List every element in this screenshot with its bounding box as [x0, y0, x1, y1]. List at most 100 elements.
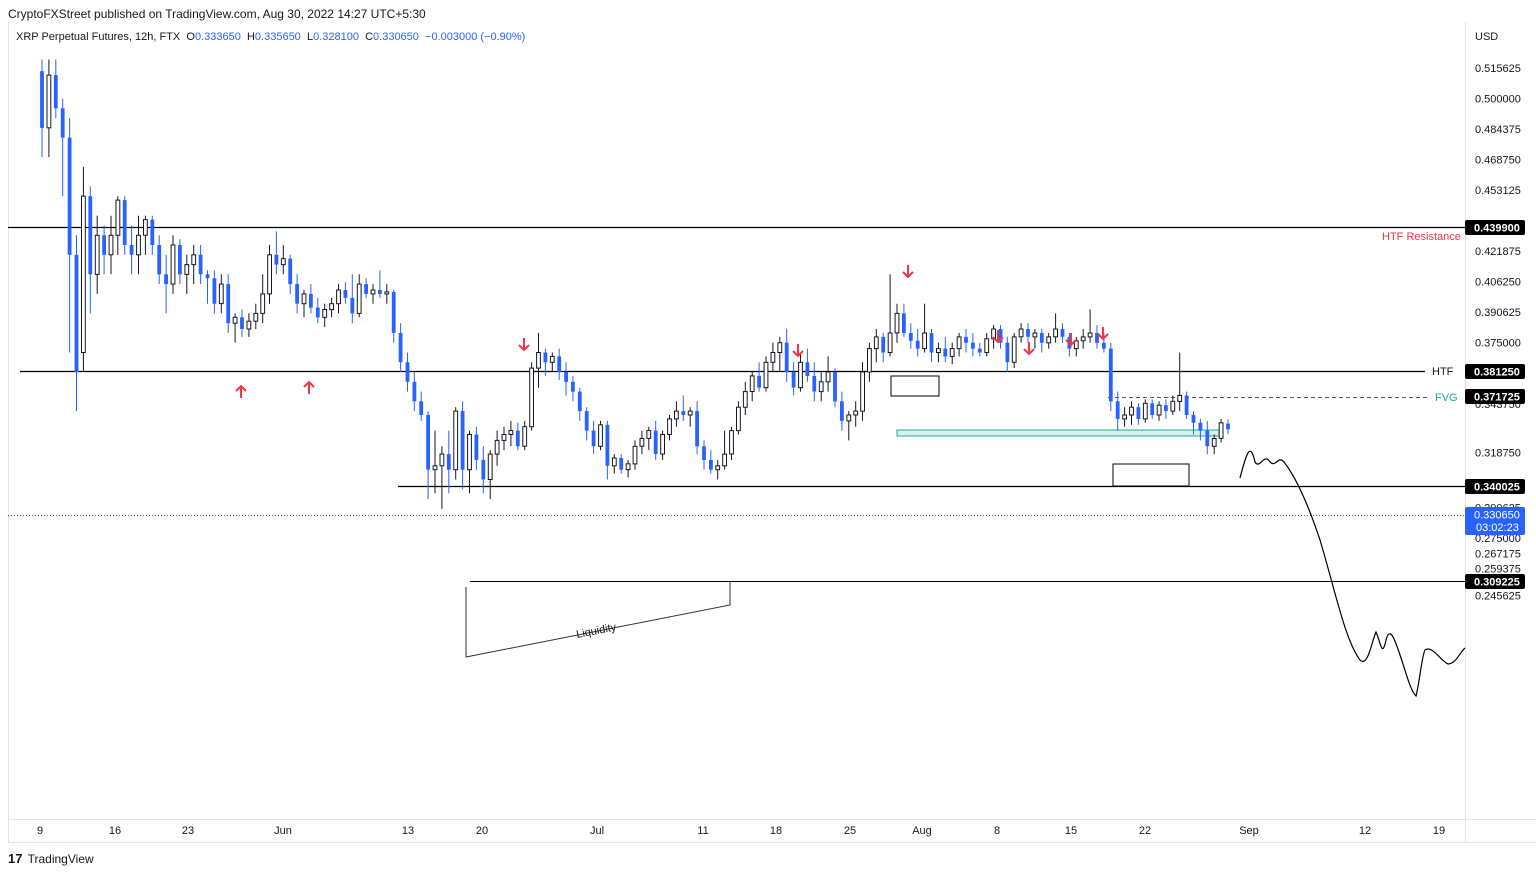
candle[interactable] — [736, 401, 741, 435]
projection-path[interactable] — [1239, 450, 1466, 698]
candle[interactable] — [625, 459, 631, 478]
candle[interactable] — [881, 333, 886, 363]
candle[interactable] — [1032, 329, 1038, 349]
candle[interactable] — [280, 245, 286, 275]
candle[interactable] — [591, 420, 596, 455]
candle[interactable] — [432, 430, 438, 494]
candle[interactable] — [122, 196, 127, 255]
price-badge-0309225[interactable]: 0.309225 — [1465, 574, 1525, 589]
candle[interactable] — [943, 336, 948, 363]
candle[interactable] — [646, 426, 652, 451]
candle[interactable] — [557, 348, 562, 380]
candle[interactable] — [481, 446, 486, 494]
candle[interactable] — [681, 395, 686, 421]
candle[interactable] — [288, 254, 293, 294]
candle[interactable] — [136, 215, 141, 275]
candle[interactable] — [426, 411, 430, 499]
candle[interactable] — [922, 303, 928, 353]
candle[interactable] — [494, 430, 500, 466]
candle[interactable] — [818, 372, 824, 402]
candle[interactable] — [757, 362, 761, 392]
candle[interactable] — [639, 430, 645, 455]
candle[interactable] — [1129, 401, 1134, 425]
candle[interactable] — [702, 440, 706, 470]
candle[interactable] — [894, 303, 900, 343]
candle[interactable] — [1211, 434, 1217, 455]
candle[interactable] — [191, 245, 197, 285]
candle[interactable] — [653, 420, 658, 460]
candle[interactable] — [212, 270, 217, 314]
candle[interactable] — [1150, 399, 1155, 419]
candle[interactable] — [501, 426, 507, 451]
candle[interactable] — [887, 274, 893, 357]
candle[interactable] — [364, 278, 368, 298]
candle[interactable] — [267, 245, 273, 304]
candle[interactable] — [102, 225, 106, 275]
candle[interactable] — [1053, 313, 1058, 343]
candle[interactable] — [350, 274, 355, 324]
candle[interactable] — [1156, 401, 1162, 421]
candle[interactable] — [1108, 342, 1113, 412]
candle[interactable] — [687, 407, 693, 427]
candle[interactable] — [405, 352, 410, 392]
candle[interactable] — [936, 342, 941, 363]
candle[interactable] — [964, 329, 968, 353]
candle[interactable] — [1184, 391, 1189, 419]
candle[interactable] — [805, 348, 810, 382]
candle[interactable] — [998, 325, 1003, 349]
candle[interactable] — [536, 333, 541, 388]
candle[interactable] — [129, 225, 134, 275]
candle[interactable] — [867, 342, 872, 382]
candle[interactable] — [729, 426, 734, 460]
candle[interactable] — [1218, 418, 1224, 443]
demand-zone[interactable] — [896, 429, 1220, 437]
candle[interactable] — [812, 362, 817, 402]
candle[interactable] — [453, 407, 459, 480]
candle[interactable] — [660, 430, 666, 460]
candle[interactable] — [742, 381, 748, 415]
candle[interactable] — [564, 362, 568, 396]
candle[interactable] — [977, 342, 982, 357]
candle[interactable] — [391, 290, 396, 343]
candle[interactable] — [929, 329, 934, 363]
candle[interactable] — [94, 215, 100, 294]
candle[interactable] — [611, 454, 617, 474]
candle[interactable] — [860, 362, 866, 421]
candle[interactable] — [1198, 418, 1203, 441]
candle[interactable] — [956, 333, 962, 357]
candle[interactable] — [915, 329, 920, 357]
candle[interactable] — [226, 274, 231, 333]
candle[interactable] — [370, 284, 376, 304]
candle[interactable] — [446, 430, 451, 494]
candle[interactable] — [309, 284, 313, 314]
candle[interactable] — [709, 450, 713, 474]
candle[interactable] — [784, 329, 789, 382]
candle[interactable] — [605, 420, 610, 480]
candle[interactable] — [1005, 336, 1010, 372]
candle[interactable] — [218, 274, 224, 314]
candle[interactable] — [439, 446, 445, 509]
candle[interactable] — [667, 415, 672, 441]
tradingview-footer[interactable]: 17 TradingView — [8, 851, 94, 866]
price-badge-0439900[interactable]: 0.439900 — [1465, 220, 1525, 235]
price-badge-0381250[interactable]: 0.381250 — [1465, 364, 1525, 379]
candle[interactable] — [232, 313, 238, 343]
candle[interactable] — [295, 274, 299, 314]
candle[interactable] — [598, 420, 603, 451]
candle[interactable] — [1060, 323, 1065, 343]
candle[interactable] — [515, 422, 520, 451]
candle[interactable] — [412, 372, 417, 412]
candle[interactable] — [984, 333, 990, 357]
candle[interactable] — [853, 401, 859, 427]
candle[interactable] — [508, 420, 514, 447]
candle[interactable] — [619, 454, 624, 474]
candle[interactable] — [198, 245, 203, 285]
candle[interactable] — [840, 391, 844, 431]
candle[interactable] — [88, 186, 93, 314]
candle[interactable] — [467, 430, 472, 494]
candle[interactable] — [873, 329, 879, 363]
candle[interactable] — [522, 420, 528, 451]
candle[interactable] — [777, 336, 783, 372]
candle[interactable] — [1205, 420, 1210, 455]
